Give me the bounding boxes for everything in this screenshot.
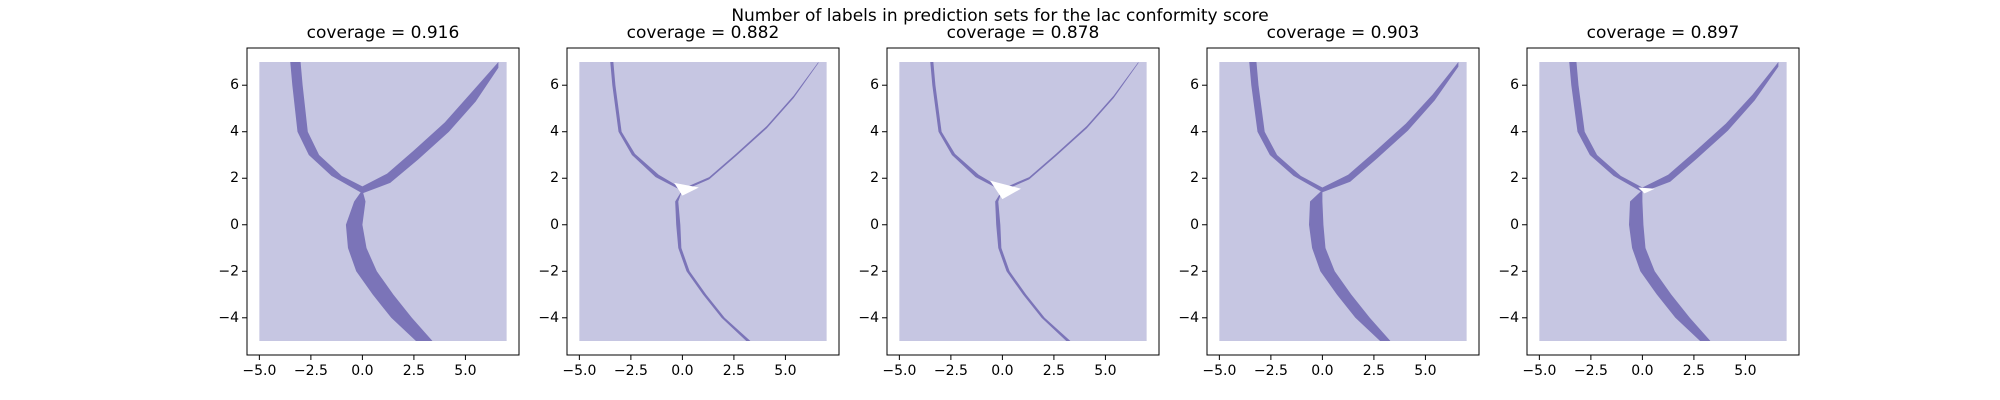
y-tick-label: 0 [1510, 217, 1519, 233]
axes-frame [886, 47, 1160, 356]
x-tick-label: 2.5 [1363, 363, 1385, 379]
y-tick-label: 4 [870, 124, 879, 140]
x-tick-label: −2.5 [1254, 363, 1288, 379]
y-tick-label: 0 [550, 217, 559, 233]
y-tick-label: −2 [218, 263, 239, 279]
y-tick-label: −4 [1498, 310, 1519, 326]
y-tick-label: −2 [1178, 263, 1199, 279]
x-tick-label: 0.0 [1311, 363, 1333, 379]
y-tick-label: 4 [550, 124, 559, 140]
region [674, 182, 699, 196]
x-tick-label: −2.5 [614, 363, 648, 379]
x-tick-label: 2.5 [403, 363, 425, 379]
y-tick-label: 6 [550, 77, 559, 93]
y-tick-label: 6 [230, 77, 239, 93]
axes-frame [1206, 47, 1480, 356]
x-tick-label: 5.0 [1094, 363, 1116, 379]
axes-frame [1526, 47, 1800, 356]
region [1638, 187, 1655, 194]
y-tick-label: 0 [230, 217, 239, 233]
region [345, 189, 433, 342]
region [899, 61, 1147, 342]
x-tick-label: 0.0 [351, 363, 373, 379]
x-tick-label: −2.5 [1574, 363, 1608, 379]
y-tick-label: 6 [1510, 77, 1519, 93]
x-tick-label: −2.5 [934, 363, 968, 379]
x-tick-label: −5.0 [882, 363, 916, 379]
x-tick-label: −5.0 [242, 363, 276, 379]
x-tick-label: 2.5 [1043, 363, 1065, 379]
x-tick-label: −5.0 [1522, 363, 1556, 379]
subplot-title: coverage = 0.882 [627, 23, 780, 43]
subplot-title: coverage = 0.878 [947, 23, 1100, 43]
axes-frame [566, 47, 840, 356]
region [1309, 189, 1391, 342]
y-tick-label: 2 [1510, 170, 1519, 186]
y-tick-label: −4 [538, 310, 559, 326]
x-tick-label: 0.0 [1631, 363, 1653, 379]
x-tick-label: 0.0 [991, 363, 1013, 379]
y-tick-label: 4 [230, 124, 239, 140]
y-tick-label: −4 [218, 310, 239, 326]
y-tick-label: −4 [1178, 310, 1199, 326]
y-tick-label: 6 [1190, 77, 1199, 93]
x-tick-label: 2.5 [723, 363, 745, 379]
y-tick-label: −2 [858, 263, 879, 279]
y-tick-label: 2 [1190, 170, 1199, 186]
y-tick-label: −2 [538, 263, 559, 279]
x-tick-label: 2.5 [1683, 363, 1705, 379]
y-tick-label: −4 [858, 310, 879, 326]
y-tick-label: 0 [870, 217, 879, 233]
x-tick-label: −2.5 [294, 363, 328, 379]
x-tick-label: 5.0 [454, 363, 476, 379]
subplot-title: coverage = 0.916 [307, 23, 460, 43]
x-tick-label: 0.0 [671, 363, 693, 379]
x-tick-label: 5.0 [1414, 363, 1436, 379]
subplot-title: coverage = 0.897 [1587, 23, 1740, 43]
y-tick-label: 0 [1190, 217, 1199, 233]
y-tick-label: 6 [870, 77, 879, 93]
x-tick-label: −5.0 [1202, 363, 1236, 379]
figure-title: Number of labels in prediction sets for … [731, 6, 1268, 26]
y-tick-label: 4 [1190, 124, 1199, 140]
y-tick-label: 2 [230, 170, 239, 186]
x-tick-label: 5.0 [1734, 363, 1756, 379]
region [990, 180, 1021, 200]
x-tick-label: −5.0 [562, 363, 596, 379]
y-tick-label: 2 [870, 170, 879, 186]
y-tick-label: 4 [1510, 124, 1519, 140]
y-tick-label: −2 [1498, 263, 1519, 279]
region [579, 61, 827, 342]
region [1629, 189, 1711, 342]
axes-frame [246, 47, 520, 356]
x-tick-label: 5.0 [774, 363, 796, 379]
subplot-title: coverage = 0.903 [1267, 23, 1420, 43]
y-tick-label: 2 [550, 170, 559, 186]
